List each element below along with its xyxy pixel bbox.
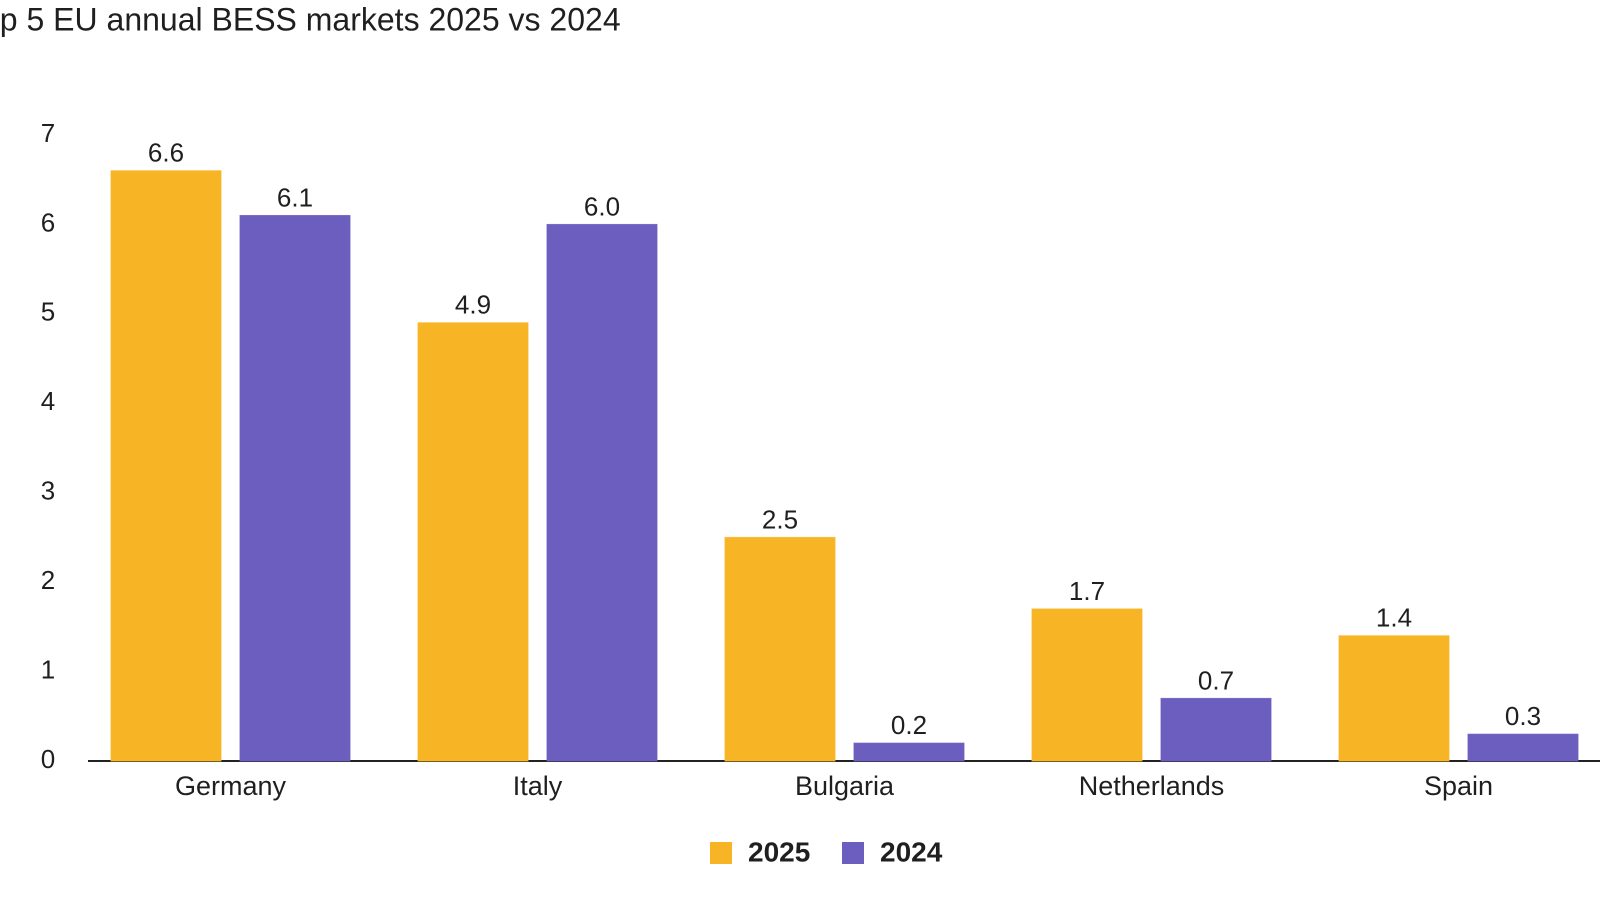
data-label: 4.9	[455, 290, 491, 320]
y-tick-label: 4	[41, 386, 55, 416]
legend-swatch	[842, 842, 864, 864]
y-tick-label: 5	[41, 297, 55, 327]
bar	[1467, 733, 1579, 762]
data-label: 6.0	[584, 191, 620, 221]
legend-swatch	[710, 842, 732, 864]
bar	[1160, 697, 1272, 762]
bar	[1338, 635, 1450, 762]
bar	[853, 742, 965, 762]
data-label: 0.3	[1505, 701, 1541, 731]
x-tick-label: Spain	[1424, 771, 1493, 801]
x-tick-label: Netherlands	[1079, 771, 1225, 801]
y-tick-label: 7	[41, 118, 55, 148]
x-tick-label: Italy	[513, 771, 563, 801]
chart-title: Top 5 EU annual BESS markets 2025 vs 202…	[0, 1, 621, 37]
legend-label: 2025	[748, 836, 810, 867]
y-tick-label: 0	[41, 744, 55, 774]
data-label: 6.6	[148, 138, 184, 168]
data-label: 1.7	[1069, 576, 1105, 606]
legend-label: 2024	[880, 836, 943, 867]
x-tick-label: Bulgaria	[795, 771, 895, 801]
data-label: 0.7	[1198, 665, 1234, 695]
bar	[110, 170, 222, 762]
y-tick-label: 2	[41, 565, 55, 595]
data-label: 6.1	[277, 182, 313, 212]
bar	[417, 322, 529, 762]
y-tick-label: 3	[41, 476, 55, 506]
y-tick-label: 6	[41, 207, 55, 237]
x-tick-label: Germany	[175, 771, 287, 801]
data-label: 2.5	[762, 504, 798, 534]
data-label: 1.4	[1376, 603, 1412, 633]
bar	[1031, 608, 1143, 762]
bar	[546, 223, 658, 762]
y-tick-label: 1	[41, 654, 55, 684]
data-label: 0.2	[891, 710, 927, 740]
bar	[239, 214, 351, 762]
bar	[724, 536, 836, 762]
